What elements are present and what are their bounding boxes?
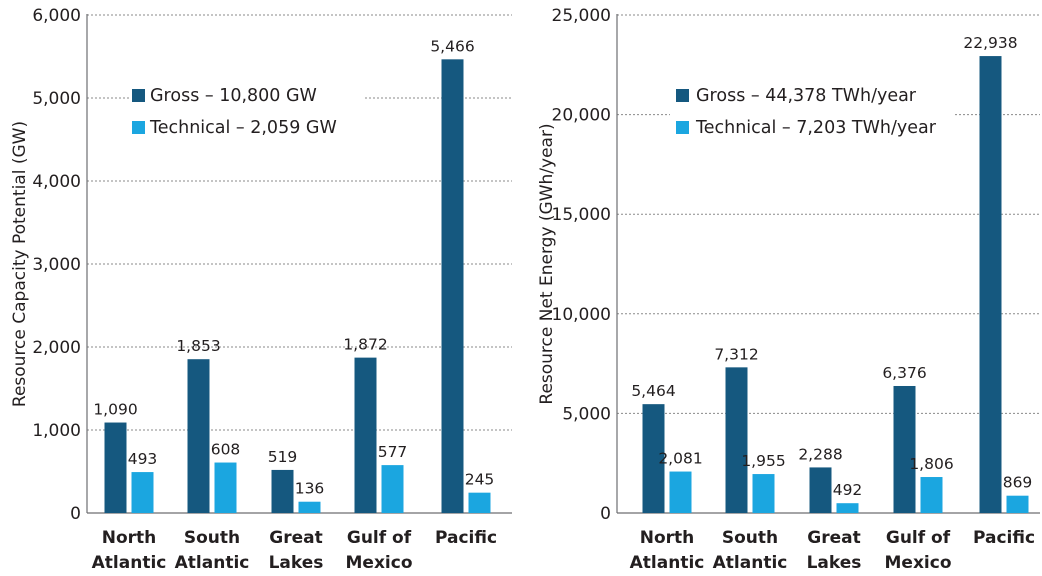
data-label: 22,938 <box>963 34 1017 52</box>
legend-swatch-technical <box>132 121 145 134</box>
bar-gross <box>893 385 916 513</box>
y-tick-label: 15,000 <box>552 205 611 225</box>
x-category-label: Atlantic <box>630 553 705 573</box>
y-tick-label: 5,000 <box>32 89 81 109</box>
legend-swatch-technical <box>676 121 689 134</box>
data-label: 5,466 <box>430 37 474 55</box>
x-category-label: Pacific <box>973 528 1035 548</box>
y-tick-label: 6,000 <box>32 6 81 26</box>
bar-gross <box>809 467 832 513</box>
x-category-label: Great <box>269 528 322 548</box>
data-label: 493 <box>128 450 158 468</box>
x-category-label: Mexico <box>346 553 413 573</box>
data-label: 245 <box>465 471 495 489</box>
bar-technical <box>1006 495 1029 513</box>
bar-gross <box>441 59 464 514</box>
data-label: 1,955 <box>741 452 785 470</box>
data-label: 5,464 <box>631 382 675 400</box>
bar-gross <box>271 469 294 513</box>
data-label: 6,376 <box>882 364 926 382</box>
x-category-label: Gulf of <box>886 528 951 548</box>
bar-gross <box>187 359 210 513</box>
y-tick-label: 0 <box>70 504 81 524</box>
x-category-label: Pacific <box>435 528 497 548</box>
x-category-label: Atlantic <box>92 553 167 573</box>
legend-label: Technical – 2,059 GW <box>149 118 337 138</box>
x-category-label: North <box>102 528 157 548</box>
x-category-label: Mexico <box>885 553 952 573</box>
bar-gross <box>642 404 665 513</box>
bar-gross <box>104 422 127 513</box>
legend-label: Gross – 44,378 TWh/year <box>696 86 917 106</box>
bar-technical <box>468 492 491 513</box>
y-tick-label: 10,000 <box>552 305 611 325</box>
data-label: 136 <box>295 480 325 498</box>
x-category-label: North <box>640 528 695 548</box>
data-label: 2,081 <box>658 450 702 468</box>
chart-2: 0 5,000 10,000 15,000 20,000 25,000 Resource N… <box>537 6 1040 573</box>
y-tick-label: 3,000 <box>32 255 81 275</box>
y-tick-label: 5,000 <box>562 404 611 424</box>
y-tick-label: 0 <box>600 504 611 524</box>
data-label: 869 <box>1003 474 1033 492</box>
y-tick-label: 4,000 <box>32 172 81 192</box>
x-category-label: Atlantic <box>713 553 788 573</box>
x-category-label: South <box>722 528 778 548</box>
data-label: 492 <box>833 481 863 499</box>
bar-technical <box>752 474 775 513</box>
x-category-label: Atlantic <box>175 553 250 573</box>
data-label: 2,288 <box>798 445 842 463</box>
chart-1: 0 1,000 2,000 3,000 4,000 5,000 6,000 Resource … <box>10 6 512 573</box>
y-tick-label: 2,000 <box>32 338 81 358</box>
legend-label: Gross – 10,800 GW <box>150 86 317 106</box>
bar-technical <box>836 503 859 513</box>
x-category-label: Lakes <box>269 553 324 573</box>
data-label: 1,853 <box>176 337 220 355</box>
legend-label: Technical – 7,203 TWh/year <box>695 118 937 138</box>
data-label: 1,806 <box>909 455 953 473</box>
bar-technical <box>920 477 943 513</box>
y-tick-label: 25,000 <box>552 6 611 26</box>
bar-gross <box>725 367 748 513</box>
legend-swatch-gross <box>676 89 689 102</box>
data-label: 7,312 <box>714 345 758 363</box>
data-label: 1,872 <box>343 336 387 354</box>
x-category-label: Gulf of <box>347 528 412 548</box>
x-category-label: Lakes <box>807 553 862 573</box>
x-category-label: South <box>184 528 240 548</box>
y-tick-label: 20,000 <box>552 106 611 126</box>
bar-gross <box>354 357 377 513</box>
y-axis-label: Resource Net Energy (GWh/year) <box>537 123 557 404</box>
data-label: 519 <box>268 448 298 466</box>
bar-technical <box>214 462 237 513</box>
data-label: 1,090 <box>93 401 137 419</box>
bar-technical <box>131 472 154 513</box>
y-axis-label: Resource Capacity Potential (GW) <box>10 121 30 407</box>
legend-swatch-gross <box>132 89 145 102</box>
bar-technical <box>381 465 404 513</box>
x-category-label: Great <box>807 528 860 548</box>
data-label: 608 <box>211 441 241 459</box>
data-label: 577 <box>378 443 408 461</box>
bar-technical <box>669 471 692 513</box>
bar-technical <box>298 501 321 513</box>
bar-gross <box>979 56 1002 513</box>
y-tick-label: 1,000 <box>32 421 81 441</box>
